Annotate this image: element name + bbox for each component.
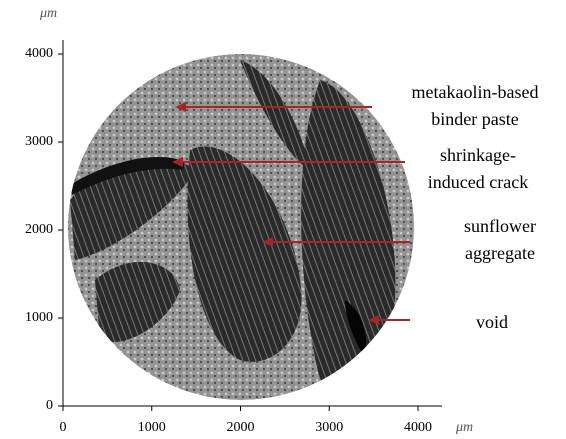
annotation-text: metakaolin-based — [412, 82, 539, 102]
annotation-text: shrinkage- — [440, 145, 516, 165]
arrow-head — [368, 315, 379, 325]
x-tick-label: 3000 — [315, 420, 343, 435]
x-tick-label: 0 — [60, 420, 67, 435]
arrow-head — [262, 237, 273, 247]
y-tick-label: 3000 — [25, 134, 53, 149]
arrow-head — [175, 102, 186, 112]
annotation-text: aggregate — [465, 243, 535, 263]
x-tick-label: 1000 — [138, 420, 166, 435]
x-tick-label: 4000 — [404, 420, 432, 435]
x-tick-label: 2000 — [227, 420, 255, 435]
annotation-text: void — [476, 312, 508, 332]
annotation-text: sunflower — [464, 216, 536, 236]
y-tick-label: 1000 — [25, 310, 53, 325]
ct-slice — [68, 54, 414, 400]
y-tick-label: 4000 — [25, 46, 53, 61]
axes — [62, 40, 442, 407]
y-unit: μm — [39, 6, 57, 21]
annotations: metakaolin-based binder paste shrinkage-in… — [172, 82, 538, 332]
y-tick-label: 0 — [46, 398, 53, 413]
arrow-head — [172, 157, 183, 167]
annotation-text: induced crack — [428, 172, 528, 192]
annotation-text: binder paste — [431, 109, 518, 129]
y-tick-label: 2000 — [25, 222, 53, 237]
x-unit: μm — [455, 420, 473, 435]
